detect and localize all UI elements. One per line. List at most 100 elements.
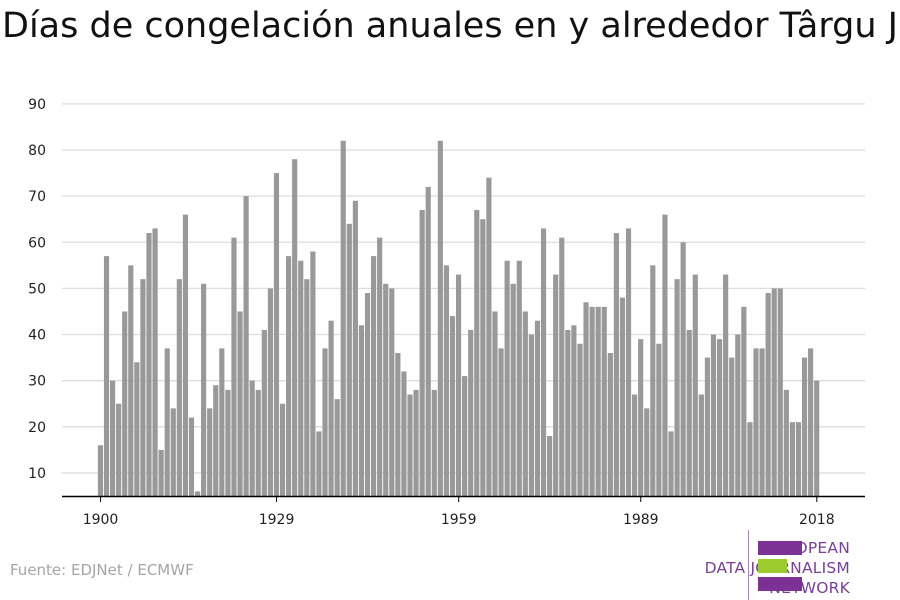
bar xyxy=(808,348,814,496)
x-axis-ticks: 1900 1929 1959 1989 2018 xyxy=(83,496,835,528)
bar xyxy=(116,403,122,496)
bar xyxy=(674,279,680,496)
bar xyxy=(176,279,182,496)
bar xyxy=(364,293,371,496)
bar xyxy=(504,260,510,496)
bar xyxy=(152,228,158,496)
logo-bar-green xyxy=(758,559,787,573)
bar xyxy=(249,380,255,496)
bar xyxy=(164,348,170,496)
bar xyxy=(188,417,195,496)
bar xyxy=(395,352,401,496)
bar xyxy=(534,320,541,496)
bars xyxy=(97,140,820,497)
logo-divider xyxy=(748,530,749,600)
bar xyxy=(795,422,802,496)
logo-bar-purple-bottom xyxy=(758,577,802,591)
bar xyxy=(316,431,322,496)
bar xyxy=(328,320,334,496)
bar xyxy=(389,288,395,496)
bar xyxy=(656,343,662,496)
bar xyxy=(783,389,789,496)
y-tick-label: 20 xyxy=(28,420,46,436)
chart-title: Días de congelación anuales en y alreded… xyxy=(2,6,900,46)
bar xyxy=(407,394,413,496)
bar xyxy=(425,186,431,496)
bar xyxy=(607,352,613,496)
bar xyxy=(613,233,619,497)
y-tick-label: 40 xyxy=(28,328,46,344)
bar xyxy=(747,422,753,496)
bar xyxy=(553,274,559,496)
bar xyxy=(801,357,808,496)
bar xyxy=(644,408,650,496)
x-tick-label: 1900 xyxy=(83,512,119,528)
bar xyxy=(213,385,219,496)
bar xyxy=(322,348,328,496)
bar xyxy=(662,214,668,496)
x-tick-label: 1989 xyxy=(623,512,659,528)
bar xyxy=(625,228,632,496)
bar xyxy=(103,256,110,496)
bar xyxy=(777,288,783,496)
source-note: Fuente: EDJNet / ECMWF xyxy=(10,561,194,579)
x-tick-label: 1929 xyxy=(259,512,295,528)
y-tick-label: 30 xyxy=(28,374,46,390)
bar xyxy=(371,256,377,496)
bar xyxy=(595,306,601,496)
bar xyxy=(571,325,577,496)
bar xyxy=(814,380,820,496)
bar xyxy=(383,283,389,496)
bar xyxy=(273,173,280,496)
bar xyxy=(437,140,443,496)
bar xyxy=(474,209,480,496)
bar xyxy=(310,251,316,496)
bar xyxy=(528,334,534,496)
bar xyxy=(716,339,723,496)
bar xyxy=(468,329,474,496)
bar xyxy=(559,237,565,496)
bar xyxy=(134,362,140,496)
bar xyxy=(492,311,498,496)
bar xyxy=(140,279,146,496)
bar xyxy=(219,348,225,496)
bar xyxy=(279,403,286,496)
bar xyxy=(710,334,717,496)
bar xyxy=(547,436,553,496)
bar xyxy=(565,329,571,496)
bar xyxy=(225,389,231,496)
bar xyxy=(182,214,188,496)
bar xyxy=(455,274,462,496)
bar xyxy=(431,389,437,496)
bar xyxy=(583,302,589,496)
bar xyxy=(480,219,486,496)
bar xyxy=(632,394,638,496)
edjnet-logo: EUROPEAN DATA JOURNALISM NETWORK xyxy=(660,530,900,600)
bar xyxy=(109,380,116,496)
bar xyxy=(170,408,176,496)
bar xyxy=(122,311,128,496)
bar xyxy=(377,237,383,496)
bar xyxy=(255,389,261,496)
bar xyxy=(741,306,747,496)
bar xyxy=(686,329,692,496)
bar xyxy=(340,140,346,496)
bar xyxy=(419,209,425,496)
bar xyxy=(346,223,352,496)
y-axis-tick-labels: 10 20 30 40 50 60 70 80 90 xyxy=(28,97,46,482)
bar xyxy=(577,343,583,496)
bar xyxy=(128,265,134,496)
bar xyxy=(334,399,340,496)
bar xyxy=(443,265,450,496)
bar xyxy=(286,256,292,496)
bar xyxy=(589,306,595,496)
x-tick-label: 1959 xyxy=(441,512,477,528)
bar xyxy=(540,228,547,496)
y-tick-label: 60 xyxy=(28,235,46,251)
bar xyxy=(298,260,304,496)
bar xyxy=(698,394,704,496)
bar xyxy=(146,233,152,497)
bar xyxy=(97,445,104,496)
bar xyxy=(704,357,711,496)
bar xyxy=(735,334,741,496)
